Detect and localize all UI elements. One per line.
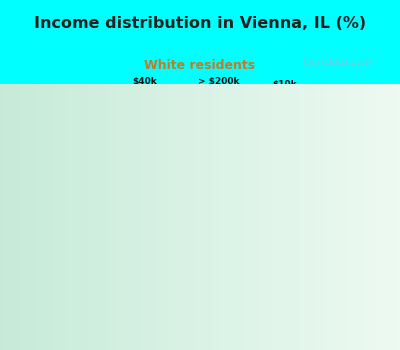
Wedge shape: [200, 217, 267, 301]
Text: $150k: $150k: [27, 120, 134, 136]
Text: $50k: $50k: [97, 284, 122, 342]
Text: White residents: White residents: [144, 59, 256, 72]
Text: $200k: $200k: [140, 301, 181, 350]
Wedge shape: [128, 127, 200, 217]
Text: $30k: $30k: [194, 320, 253, 350]
Wedge shape: [200, 174, 301, 266]
Text: $20k: $20k: [305, 188, 370, 206]
Text: Income distribution in Vienna, IL (%): Income distribution in Vienna, IL (%): [34, 16, 366, 31]
Wedge shape: [200, 143, 292, 217]
Wedge shape: [107, 217, 200, 310]
Text: > $200k: > $200k: [198, 77, 240, 114]
Text: $100k: $100k: [282, 113, 366, 151]
Wedge shape: [160, 217, 257, 318]
Wedge shape: [99, 160, 200, 257]
Wedge shape: [154, 116, 200, 217]
Wedge shape: [200, 116, 254, 217]
Wedge shape: [200, 132, 269, 217]
Wedge shape: [200, 217, 288, 293]
Text: $40k: $40k: [132, 77, 169, 117]
Text: $75k: $75k: [23, 222, 95, 257]
Text: City-Data.com: City-Data.com: [303, 57, 372, 68]
Text: $10k: $10k: [261, 79, 298, 132]
Wedge shape: [116, 146, 200, 217]
Text: $60k: $60k: [23, 158, 114, 174]
Text: $125k: $125k: [276, 284, 359, 293]
